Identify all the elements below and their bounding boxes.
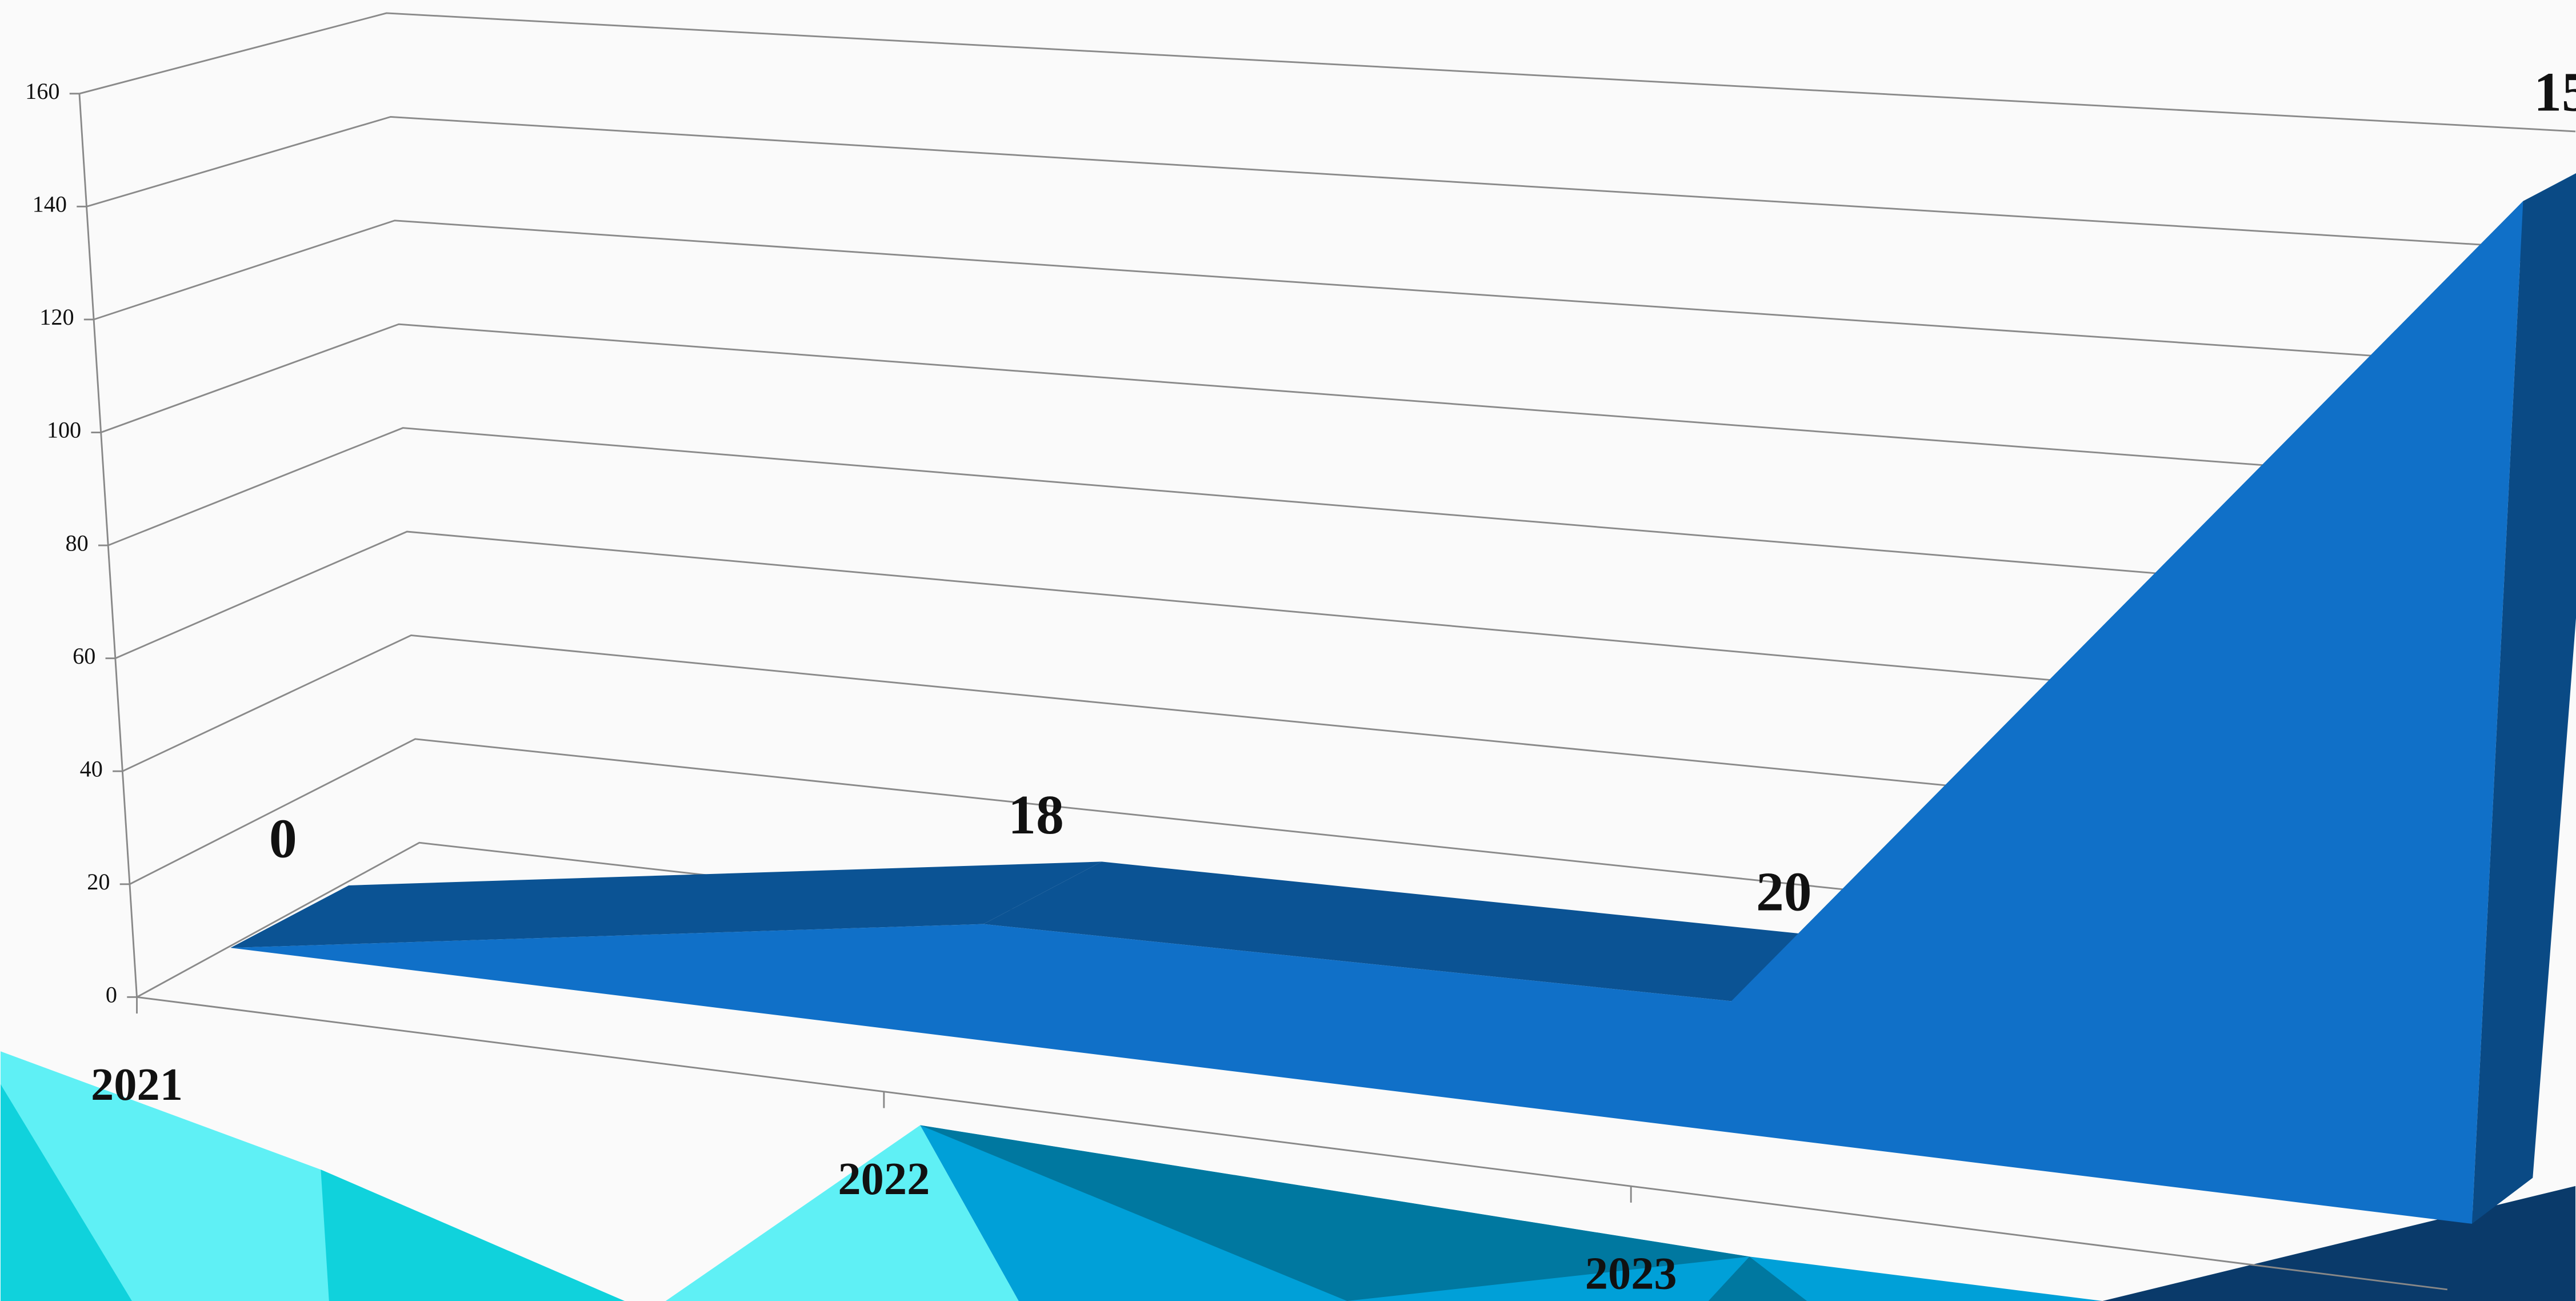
plot: 0 18 20 154 2021 2022 2023 bbox=[91, 61, 2576, 1299]
y-tick-label: 20 bbox=[87, 869, 110, 895]
x-tick-label: 2022 bbox=[838, 1154, 930, 1204]
x-tick-label: 2023 bbox=[1585, 1248, 1677, 1299]
grid-line bbox=[129, 738, 2535, 963]
y-tick-label: 60 bbox=[73, 643, 95, 669]
y-tick-label: 80 bbox=[66, 530, 89, 556]
data-label: 18 bbox=[1008, 784, 1064, 846]
background-decoration bbox=[0, 1051, 2576, 1301]
grid-line bbox=[107, 427, 2553, 607]
data-label: 0 bbox=[269, 808, 297, 870]
x-tick-label: 2021 bbox=[91, 1059, 183, 1110]
area bbox=[230, 201, 2523, 1224]
area-side bbox=[2471, 173, 2576, 1224]
grid-line bbox=[101, 323, 2558, 489]
y-axis bbox=[78, 93, 138, 997]
area-top bbox=[230, 861, 1102, 948]
grid-line bbox=[93, 220, 2564, 370]
grid-line bbox=[122, 634, 2541, 845]
y-tick-label: 120 bbox=[39, 304, 74, 330]
grid: 0 20 40 60 80 100 120 140 160 bbox=[25, 12, 2576, 1082]
data-label: 20 bbox=[1756, 861, 1812, 923]
y-tick-label: 100 bbox=[47, 417, 81, 443]
data-label: 154 bbox=[2534, 61, 2576, 123]
x-axis bbox=[137, 996, 2448, 1291]
grid-line bbox=[115, 530, 2547, 726]
y-tick-label: 0 bbox=[106, 982, 117, 1008]
y-tick-label: 140 bbox=[33, 191, 67, 217]
y-tick-label: 40 bbox=[80, 756, 103, 781]
y-tick-label: 160 bbox=[25, 78, 59, 104]
grid-line bbox=[86, 115, 2570, 251]
area-top bbox=[983, 861, 1850, 1001]
grid-line bbox=[79, 12, 2576, 133]
